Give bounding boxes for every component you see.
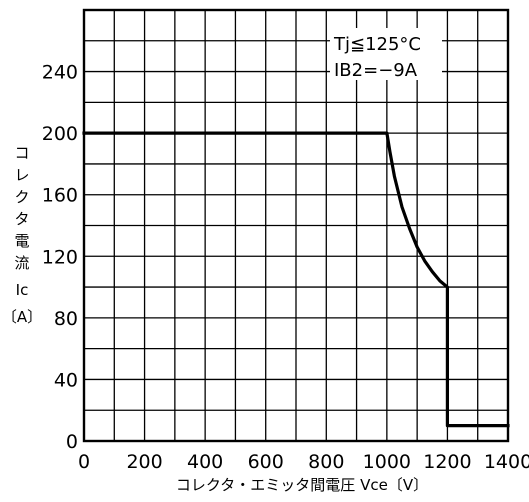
y-axis-label-part: コ: [14, 144, 29, 162]
annotation-background: [330, 28, 442, 80]
x-axis-label-group: コレクタ・エミッタ間電圧 Vce〔V〕: [176, 476, 428, 494]
x-tick-label: 200: [126, 451, 162, 473]
annotation-base-current: IB2=−9A: [334, 60, 418, 81]
y-tick-label: 160: [42, 185, 78, 207]
y-axis-label-part: タ: [14, 210, 29, 228]
plot-border: [82, 8, 510, 443]
tick-labels: 0 200 400 600 800 1000 1200 1400 0 40 80 120 160 200 2…: [42, 62, 529, 473]
annotation-temperature: Tj≦125°C: [333, 34, 421, 55]
y-axis-label-part: 電: [14, 232, 29, 250]
y-axis-label-part: 流: [14, 254, 29, 272]
series-layer: [82, 131, 510, 428]
x-tick-label: 600: [248, 451, 284, 473]
y-axis-label-part: Ic: [16, 281, 29, 299]
series-line: [82, 131, 510, 428]
x-tick-label: 0: [78, 451, 90, 473]
x-tick-label: 1000: [363, 451, 411, 473]
x-tick-label: 400: [187, 451, 223, 473]
y-tick-label: 80: [54, 308, 78, 330]
y-tick-label: 240: [42, 62, 78, 84]
grid-layer: [84, 10, 508, 441]
y-tick-label: 40: [54, 369, 78, 391]
x-tick-label: 1400: [484, 451, 529, 473]
y-axis-label-part: レ: [14, 166, 29, 184]
x-tick-label: 1200: [423, 451, 471, 473]
y-tick-label: 200: [42, 123, 78, 145]
y-axis-label-part: 〔A〕: [2, 308, 42, 326]
y-tick-label: 0: [66, 431, 78, 453]
annotation-layer: Tj≦125°C IB2=−9A: [330, 28, 442, 81]
y-axis-label-part: ク: [14, 188, 29, 206]
y-tick-label: 120: [42, 246, 78, 268]
x-tick-label: 800: [308, 451, 344, 473]
x-axis-label: コレクタ・エミッタ間電圧 Vce〔V〕: [176, 476, 428, 494]
plot-frame: [82, 8, 510, 443]
